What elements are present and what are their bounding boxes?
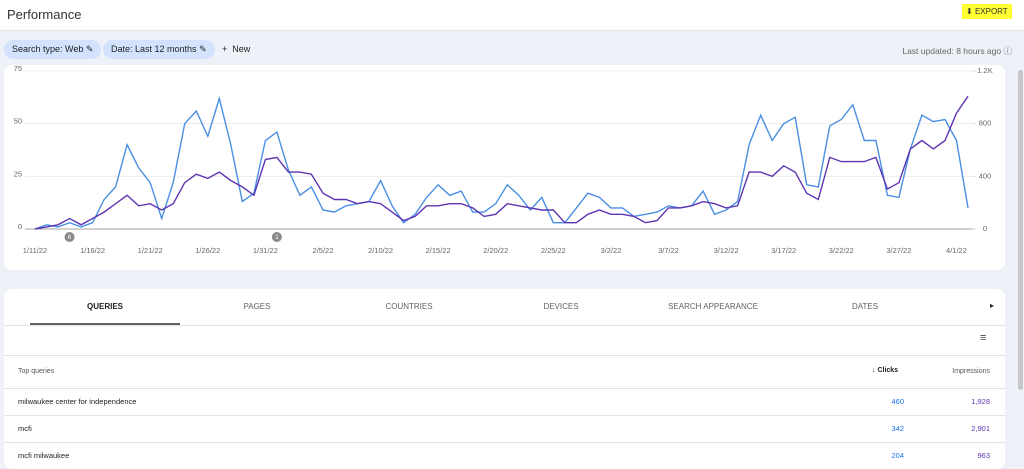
chart: 0 25 50 75 0 400 800 1.2K 1/11/22 1/16/22 1/21/22 1… (14, 64, 993, 255)
x-tick-label: 3/12/22 (714, 246, 739, 255)
annotation-label: 6 (68, 235, 72, 241)
x-tick-label: 2/5/22 (313, 246, 334, 255)
filter-chip[interactable]: Search type: Web ✎ (4, 40, 102, 59)
y2-tick-label: 1.2K (977, 66, 992, 75)
rule (4, 355, 1005, 356)
impressions: 963 (977, 451, 990, 460)
y2-tick-label: 800 (979, 119, 992, 128)
annotation-marker (271, 232, 282, 242)
scrollbar[interactable] (1018, 70, 1023, 390)
annotation-label: 1 (275, 235, 279, 241)
export-label: EXPORT (974, 7, 1008, 16)
x-tick-label: 4/1/22 (946, 246, 967, 255)
annotation-marker (64, 232, 75, 242)
column-header: Top queries (18, 368, 55, 375)
x-tick-label: 3/7/22 (658, 246, 679, 255)
tab-scroll[interactable]: ▸ (990, 301, 995, 310)
x-tick-label: 3/17/22 (771, 246, 796, 255)
query[interactable]: mcfi (18, 424, 32, 433)
x-tick-label: 2/25/22 (541, 246, 566, 255)
clicks: 342 (891, 424, 904, 433)
clicks: 460 (891, 397, 904, 406)
column-header: Impressions (952, 368, 990, 375)
x-tick-label: 1/21/22 (138, 246, 163, 255)
x-tick-label: 3/2/22 (600, 246, 621, 255)
last-updated: Last updated: 8 hours ago ⓘ (902, 46, 1012, 56)
x-tick-label: 3/27/22 (886, 246, 911, 255)
x-tick-label: 2/20/22 (483, 246, 508, 255)
page-title: Performance (7, 7, 82, 22)
tab[interactable]: QUERIES (86, 302, 123, 311)
impressions: 2,901 (971, 424, 990, 433)
last-updated-text: Last updated: 8 hours ago (902, 46, 1002, 56)
export-button[interactable]: ⬇ EXPORT (962, 4, 1012, 19)
series-line (34, 95, 969, 230)
clicks: 204 (891, 451, 904, 460)
y-tick-label: 25 (14, 169, 22, 178)
x-tick-label: 1/11/22 (23, 246, 47, 255)
query[interactable]: mcfi milwaukee (18, 451, 70, 460)
chip-label: Date: Last 12 months (111, 44, 197, 54)
query[interactable]: milwaukee center for independence (18, 397, 137, 406)
chip-label: Search type: Web (12, 44, 84, 54)
x-tick-label: 1/26/22 (195, 246, 220, 255)
x-tick-label: 3/22/22 (829, 246, 854, 255)
column-header[interactable]: ↓ Clicks (872, 367, 899, 374)
new-filter[interactable]: + New (222, 44, 251, 54)
rule (4, 415, 1005, 416)
rule (4, 388, 1005, 389)
header (0, 0, 1024, 31)
y2-tick-label: 400 (979, 171, 992, 180)
tab[interactable]: SEARCH APPEARANCE (668, 302, 758, 311)
y2-tick-label: 0 (983, 224, 987, 233)
new-label: New (232, 44, 251, 54)
rule (4, 325, 1005, 326)
x-tick-label: 2/10/22 (368, 246, 393, 255)
tab[interactable]: PAGES (243, 302, 271, 311)
chart-card (4, 65, 1005, 270)
filter-icon[interactable]: ≡ (980, 332, 987, 344)
series-line (34, 95, 969, 230)
y-tick-label: 75 (14, 64, 22, 73)
tab[interactable]: COUNTRIES (385, 302, 433, 311)
impressions: 1,928 (971, 397, 990, 406)
filter-chip[interactable]: Date: Last 12 months ✎ (103, 40, 215, 59)
x-tick-label: 1/16/22 (80, 246, 105, 255)
table-card (4, 289, 1005, 469)
tab[interactable]: DEVICES (543, 302, 579, 311)
header-label: Clicks (877, 367, 899, 374)
rule (4, 442, 1005, 443)
x-tick-label: 1/31/22 (253, 246, 278, 255)
y-tick-label: 0 (18, 222, 22, 231)
tab[interactable]: DATES (851, 302, 879, 311)
x-tick-label: 2/15/22 (426, 246, 451, 255)
tab-indicator (30, 323, 180, 325)
y-tick-label: 50 (14, 117, 22, 126)
